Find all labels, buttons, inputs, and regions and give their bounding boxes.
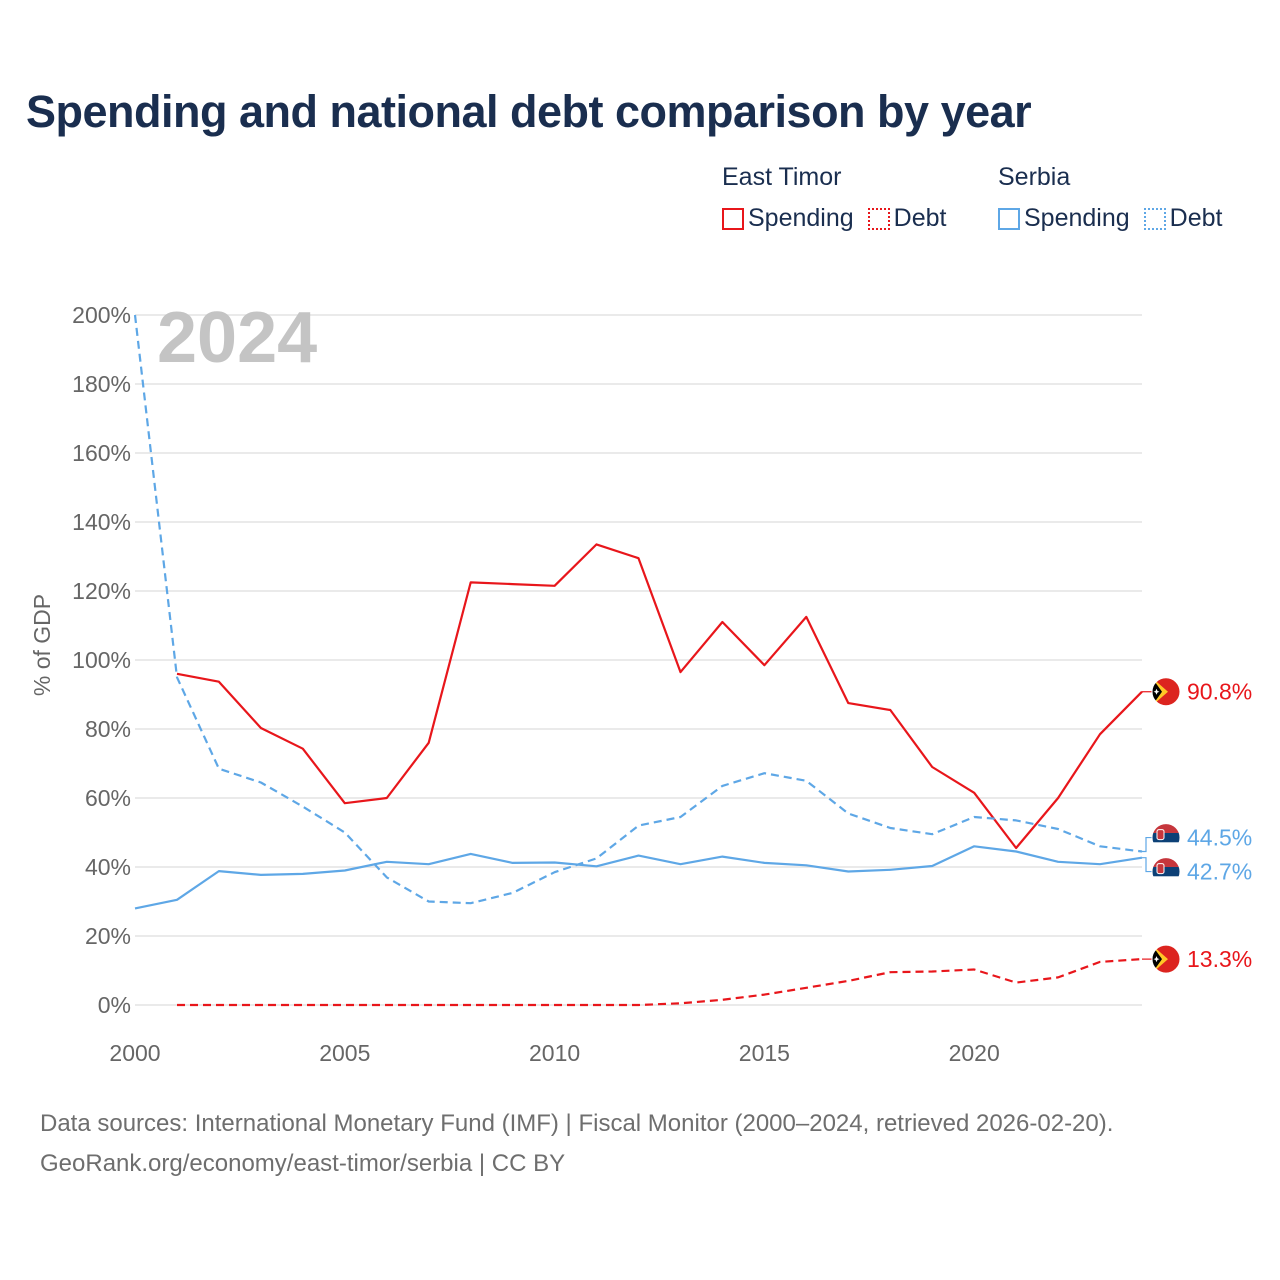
y-tick-label: 180% xyxy=(72,371,131,397)
series-line-east-timor-spending[interactable] xyxy=(176,543,1143,850)
legend-group-east-timor: East Timor Spending Debt xyxy=(722,160,960,233)
chart-title: Spending and national debt comparison by… xyxy=(26,86,1032,137)
y-tick-label: 140% xyxy=(72,509,131,535)
legend-item-serbia-spending[interactable]: Spending xyxy=(998,204,1130,233)
y-tick-label: 100% xyxy=(72,647,131,673)
legend-group-title: Serbia xyxy=(998,163,1071,191)
legend-item-east-timor-spending[interactable]: Spending xyxy=(722,204,854,233)
footer: Data sources: International Monetary Fun… xyxy=(40,1104,1113,1184)
end-value-label: 42.7% xyxy=(1187,859,1252,885)
y-tick-label: 20% xyxy=(85,923,131,949)
end-value-label: 90.8% xyxy=(1187,679,1252,705)
grid xyxy=(135,314,1142,1006)
legend-item-serbia-debt[interactable]: Debt xyxy=(1143,204,1223,233)
y-axis: 0% 20% 40% 60% 80% 100% 120% 140% 160% 180% 200% xyxy=(72,302,131,1018)
x-tick-label: 2000 xyxy=(109,1040,160,1066)
series-lines xyxy=(133,314,1143,1007)
legend-group-title: East Timor xyxy=(722,163,842,191)
legend-swatch xyxy=(998,207,1020,230)
y-tick-label: 120% xyxy=(72,578,131,604)
footer-sources: Data sources: International Monetary Fun… xyxy=(40,1110,1114,1137)
legend-label: Debt xyxy=(1169,204,1223,232)
x-tick-label: 2020 xyxy=(949,1040,1000,1066)
y-tick-label: 160% xyxy=(72,440,131,466)
end-markers: 90.8% 13.3% 42.7% 44.5% xyxy=(1142,677,1252,974)
flag-serbia-icon xyxy=(1151,823,1181,853)
end-connector xyxy=(1142,836,1152,853)
x-tick-label: 2010 xyxy=(529,1040,580,1066)
y-tick-label: 200% xyxy=(72,302,131,328)
legend-group-serbia: Serbia Spending Debt xyxy=(998,160,1236,233)
legend-label: Spending xyxy=(748,204,854,232)
line-chart: 0% 20% 40% 60% 80% 100% 120% 140% 160% 180% 200% 2… xyxy=(29,298,1252,1066)
legend-label: Spending xyxy=(1024,204,1130,232)
x-tick-label: 2015 xyxy=(739,1040,790,1066)
legend-swatch xyxy=(867,207,890,230)
year-watermark: 2024 xyxy=(157,298,317,378)
series-line-serbia-debt[interactable] xyxy=(133,314,1143,905)
x-tick-label: 2005 xyxy=(319,1040,370,1066)
series-line-east-timor-debt[interactable] xyxy=(177,958,1143,1007)
y-tick-label: 60% xyxy=(85,785,131,811)
y-tick-label: 80% xyxy=(85,716,131,742)
x-axis: 2000 2005 2010 2015 2020 xyxy=(109,1040,999,1066)
flag-east-timor-icon xyxy=(1151,677,1181,707)
legend-swatch xyxy=(1143,207,1166,230)
legend-label: Debt xyxy=(893,204,947,232)
end-value-label: 13.3% xyxy=(1187,946,1252,972)
flag-serbia-icon xyxy=(1151,857,1181,887)
flag-east-timor-icon xyxy=(1151,944,1181,974)
y-tick-label: 0% xyxy=(98,992,131,1018)
end-value-label: 44.5% xyxy=(1187,825,1252,851)
footer-link[interactable]: GeoRank.org/economy/east-timor/serbia | … xyxy=(40,1150,566,1177)
series-line-serbia-spending[interactable] xyxy=(134,845,1143,910)
y-tick-label: 40% xyxy=(85,854,131,880)
legend-swatch xyxy=(722,207,744,230)
y-axis-label: % of GDP xyxy=(29,594,55,696)
end-connector xyxy=(1142,857,1152,873)
legend-item-east-timor-debt[interactable]: Debt xyxy=(867,204,947,233)
